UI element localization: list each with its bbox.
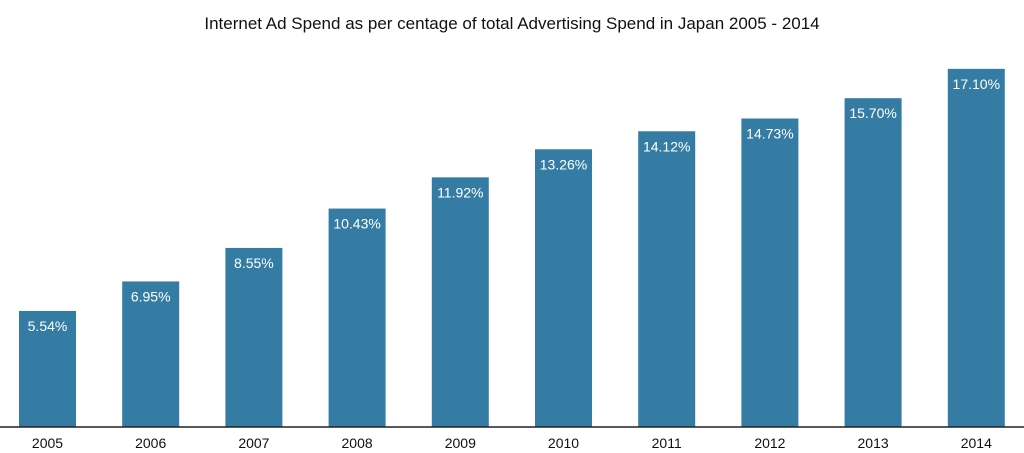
bar-2010 (535, 149, 592, 427)
x-tick-label-2008: 2008 (342, 435, 373, 451)
data-label-2011: 14.12% (643, 138, 690, 154)
bar-2005 (19, 310, 76, 427)
x-tick-label-2009: 2009 (445, 435, 476, 451)
data-label-2007: 8.55% (234, 255, 274, 271)
x-tick-label-2013: 2013 (858, 435, 889, 451)
bar-2014 (947, 68, 1005, 427)
bar-2008 (328, 208, 386, 427)
bar-2013 (844, 98, 902, 427)
data-label-2014: 17.10% (953, 76, 1000, 92)
data-label-2012: 14.73% (746, 125, 793, 141)
chart-title: Internet Ad Spend as per centage of tota… (204, 14, 819, 33)
bar-2009 (431, 177, 489, 427)
bar-2012 (741, 118, 799, 427)
bar-2006 (122, 281, 180, 427)
data-label-2013: 15.70% (849, 105, 896, 121)
data-label-2006: 6.95% (131, 288, 171, 304)
data-label-2008: 10.43% (333, 216, 380, 232)
bar-2007 (225, 247, 283, 427)
x-tick-label-2010: 2010 (548, 435, 579, 451)
bar-2011 (638, 131, 696, 427)
x-tick-label-2011: 2011 (652, 435, 682, 451)
data-label-2010: 13.26% (540, 156, 587, 172)
x-tick-label-2006: 2006 (135, 435, 166, 451)
data-label-2005: 5.54% (28, 318, 68, 334)
x-tick-label-2012: 2012 (754, 435, 785, 451)
data-label-2009: 11.92% (437, 184, 483, 200)
x-tick-label-2014: 2014 (961, 435, 992, 451)
x-tick-label-2007: 2007 (238, 435, 269, 451)
x-tick-label-2005: 2005 (32, 435, 63, 451)
